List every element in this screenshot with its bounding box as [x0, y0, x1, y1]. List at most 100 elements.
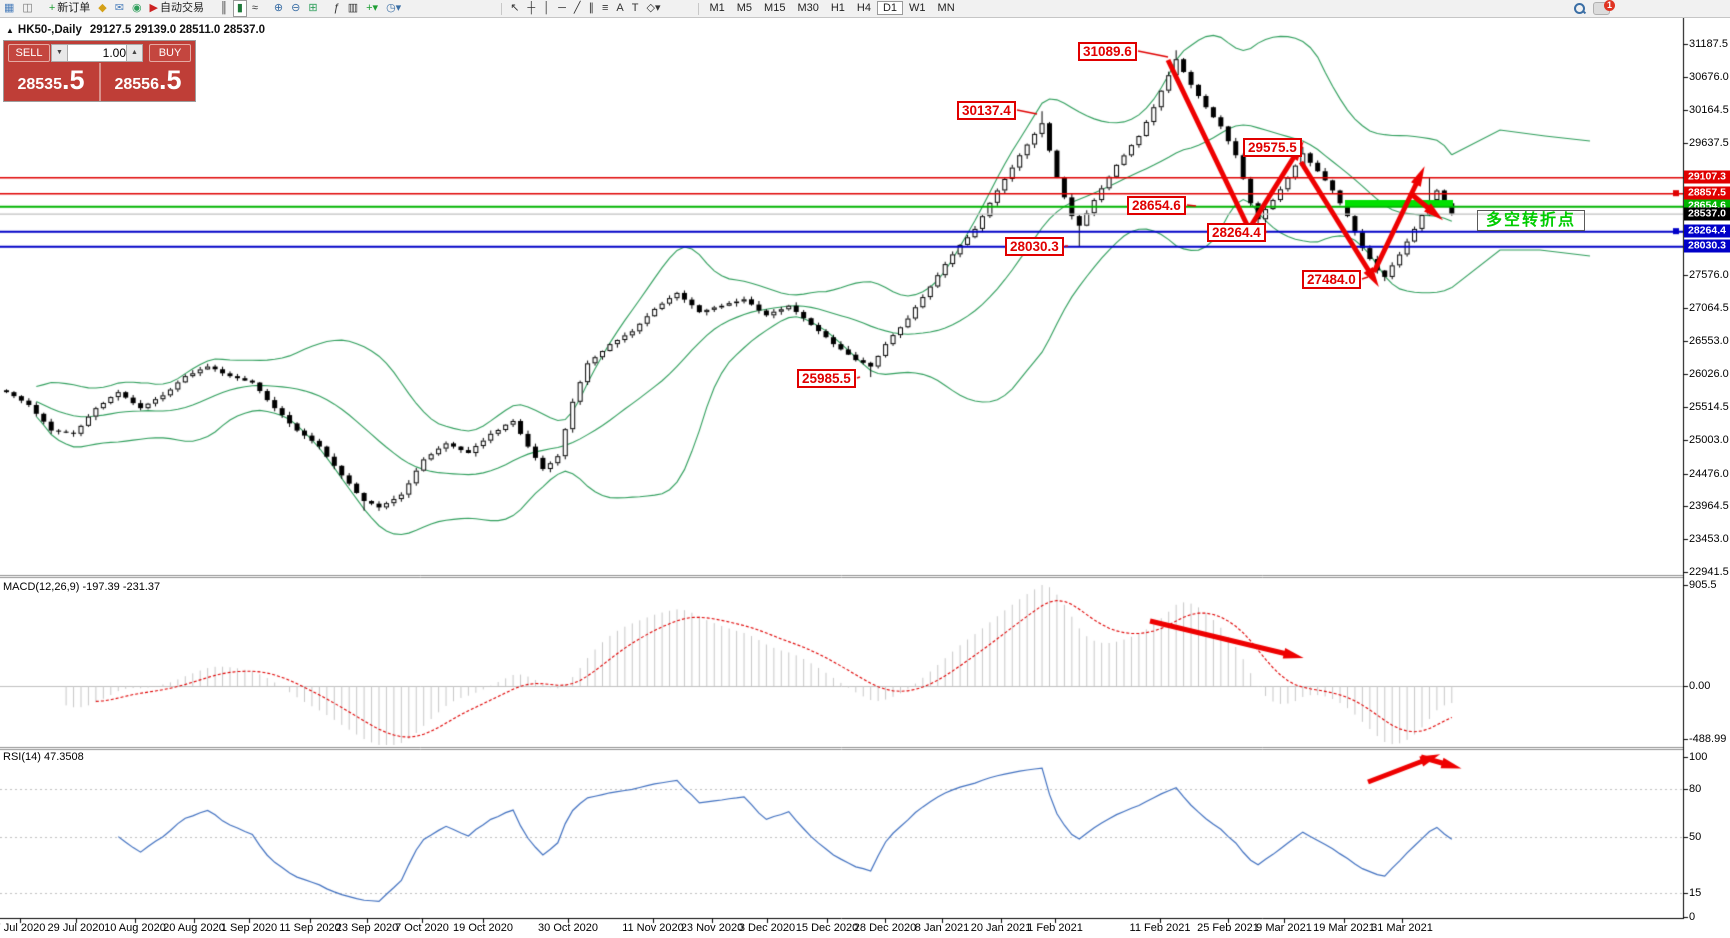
price-axis-tick: 23453.0 [1689, 533, 1729, 546]
add-indicator-button[interactable]: +▾ [363, 1, 381, 16]
crosshair-icon[interactable]: ┼ [524, 1, 538, 16]
price-annotation-box[interactable]: 29575.5 [1243, 138, 1302, 157]
cleanup-icon[interactable]: ◆ [95, 1, 109, 16]
date-axis-label: 7 Jul 2020 [0, 922, 46, 934]
buy-price[interactable]: 28556.5 [102, 65, 194, 99]
bull-bear-turning-point-note[interactable]: 多空转折点 [1477, 210, 1585, 231]
channel-icon[interactable]: ∥ [586, 1, 598, 16]
zoom-in-icon: ⊕ [273, 2, 284, 14]
timeframe-button-m30[interactable]: M30 [797, 2, 819, 14]
price-axis-tick: 30676.0 [1689, 70, 1729, 83]
amount-decrease-button[interactable]: ▼ [51, 44, 68, 62]
price-tag: 28537.0 [1684, 207, 1730, 221]
zoom-out-icon[interactable]: ⊖ [288, 1, 303, 16]
date-axis-label: 7 Oct 2020 [395, 922, 449, 934]
tile-windows-icon[interactable]: ⊞ [305, 1, 320, 16]
chat-icon[interactable]: ✉ [112, 1, 127, 16]
vertical-line-icon[interactable]: │ [540, 1, 553, 16]
macd-axis-tick: 0.00 [1689, 680, 1711, 692]
indicators-icon[interactable]: ƒ [331, 1, 343, 16]
price-tag: 28030.3 [1684, 239, 1730, 253]
price-axis-tick: 25514.5 [1689, 401, 1729, 414]
ohlc-values: 29127.5 29139.0 28511.0 28537.0 [89, 24, 266, 36]
date-axis-label: 11 Nov 2020 [622, 922, 684, 934]
price-annotation-box[interactable]: 28030.3 [1005, 237, 1064, 256]
cursor-icon: ↖ [510, 2, 520, 14]
price-axis-tick: 25003.0 [1689, 434, 1729, 446]
chart-bars-icon[interactable]: ║ [217, 1, 231, 16]
price-axis-tick: 24476.0 [1689, 467, 1729, 480]
timeframe-button-m1[interactable]: M1 [709, 2, 725, 14]
collapse-trade-panel-icon[interactable]: ▲ [6, 26, 14, 35]
date-axis-label: 31 Mar 2021 [1371, 922, 1433, 934]
date-axis-label: 29 Jul 2020 [47, 922, 105, 934]
fibonacci-icon: ≡ [602, 2, 609, 14]
price-tag: 28264.4 [1684, 224, 1730, 238]
macd-label: MACD(12,26,9) -197.39 -231.37 [3, 581, 161, 593]
amount-increase-button[interactable]: ▲ [126, 44, 143, 62]
timeframe-button-m15[interactable]: M15 [764, 2, 786, 14]
horizontal-line-icon[interactable]: ─ [555, 1, 569, 16]
new-chart-icon[interactable]: ▦ [1, 1, 17, 16]
shapes-icon: ◇▾ [646, 2, 661, 14]
timeframe-button-m5[interactable]: M5 [736, 2, 753, 14]
chart-bars-icon: ║ [220, 2, 228, 14]
cleanup-icon: ◆ [98, 2, 107, 14]
date-axis-label: 10 Aug 2020 [104, 922, 166, 934]
search-icon[interactable] [1574, 3, 1587, 15]
trendline-icon[interactable]: ╱ [571, 1, 584, 16]
price-axis-tick: 26553.0 [1689, 334, 1729, 347]
channel-icon: ∥ [588, 2, 595, 14]
horizontal-line-icon: ─ [558, 2, 566, 14]
rsi-axis-tick: 50 [1689, 831, 1702, 843]
price-annotation-box[interactable]: 31089.6 [1078, 42, 1137, 61]
zoom-in-icon[interactable]: ⊕ [271, 1, 286, 16]
text-icon[interactable]: A [613, 1, 626, 16]
amount-input[interactable]: 1.00 [67, 44, 130, 62]
rsi-axis-tick: 100 [1689, 751, 1708, 763]
toolbar-left-group: ▦ ◫ + 新订单 ◆ ✉ ◉ ▶ 自动交易 ║ ▮ ≈ ⊕ ⊖ ⊞ ƒ ▥ +▾ ◷▾ [0, 0, 405, 17]
chat-icon: ✉ [114, 2, 124, 14]
price-annotation-box[interactable]: 27484.0 [1302, 270, 1361, 289]
zoom-out-icon: ⊖ [291, 2, 301, 14]
autotrade-button[interactable]: ▶ 自动交易 [147, 1, 207, 16]
trendline-icon: ╱ [573, 2, 581, 14]
price-annotation-box[interactable]: 25985.5 [797, 369, 856, 388]
price-tag: 29107.3 [1684, 170, 1730, 184]
price-annotation-box[interactable]: 30137.4 [957, 101, 1016, 120]
timeframe-button-h4[interactable]: H4 [856, 2, 871, 14]
toolbar-separator [501, 2, 503, 15]
sell-button[interactable]: SELL [8, 44, 50, 62]
label-icon[interactable]: T [629, 1, 642, 16]
cursor-icon[interactable]: ↖ [507, 1, 522, 16]
new-order-button[interactable]: + 新订单 [46, 1, 93, 16]
price-annotation-box[interactable]: 28264.4 [1207, 223, 1266, 242]
chart-preview-icon[interactable]: ◫ [19, 1, 35, 16]
alerts-clock-button[interactable]: ◷▾ [383, 1, 404, 16]
sell-price[interactable]: 28535.5 [5, 65, 97, 99]
price-axis-tick: 22941.5 [1689, 566, 1729, 578]
macd-axis-tick: 905.5 [1689, 579, 1717, 591]
shapes-icon[interactable]: ◇▾ [644, 1, 664, 16]
timeframe-button-h1[interactable]: H1 [830, 2, 845, 14]
new-order-button-label: 新订单 [57, 2, 91, 14]
notifications-icon[interactable]: 1 [1593, 0, 1615, 15]
buy-price-frac: .5 [158, 65, 182, 95]
date-axis-label: 23 Nov 2020 [680, 922, 744, 934]
periods-icon[interactable]: ▥ [345, 1, 361, 16]
buy-button[interactable]: BUY [149, 44, 191, 62]
chart-line-icon[interactable]: ≈ [249, 1, 261, 16]
timeframe-button-mn[interactable]: MN [937, 2, 955, 14]
autotrade-button: ▶ [149, 2, 159, 14]
fibonacci-icon[interactable]: ≡ [599, 1, 611, 16]
timeframe-group: M1 M5 M15 M30 H1 H4 D1 W1 MN [703, 1, 960, 15]
price-annotation-box[interactable]: 28654.6 [1127, 196, 1186, 215]
signal-icon[interactable]: ◉ [129, 1, 145, 16]
toolbar-right-group: 1 [1574, 0, 1615, 15]
price-axis-tick: 27064.5 [1689, 302, 1729, 314]
timeframe-button-w1[interactable]: W1 [909, 2, 926, 14]
toolbar-separator [698, 2, 700, 15]
chart-candles-icon[interactable]: ▮ [232, 0, 247, 17]
timeframe-button-d1[interactable]: D1 [876, 1, 904, 15]
